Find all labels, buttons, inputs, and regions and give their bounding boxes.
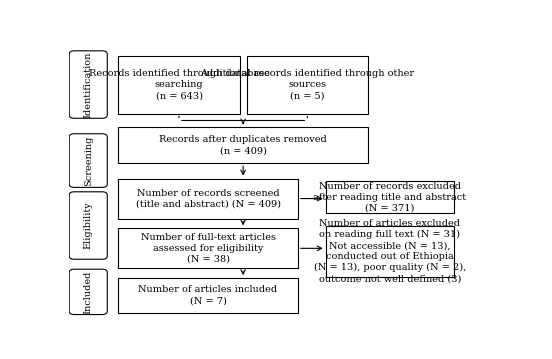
Text: Additional records identified through other
sources
(n = 5): Additional records identified through ot… (200, 69, 415, 100)
Text: Screening: Screening (84, 135, 93, 186)
Text: Records identified through database
searching
(n = 643): Records identified through database sear… (89, 69, 269, 100)
FancyBboxPatch shape (69, 269, 107, 314)
Bar (118, 178, 298, 219)
Bar (326, 225, 454, 277)
Text: Identification: Identification (84, 51, 93, 118)
Text: Included: Included (84, 270, 93, 313)
Text: Number of records excluded
after reading title and abstract
(N = 371): Number of records excluded after reading… (314, 182, 466, 213)
Bar (118, 56, 240, 113)
Text: Number of articles excluded
on reading full text (N = 31)
Not accessible (N = 13: Number of articles excluded on reading f… (314, 219, 466, 284)
Text: Eligibility: Eligibility (84, 202, 93, 250)
Text: Number of articles included
(N = 7): Number of articles included (N = 7) (139, 285, 278, 306)
Bar (118, 278, 298, 313)
FancyBboxPatch shape (69, 134, 107, 187)
Bar (326, 181, 454, 213)
Text: Number of full-text articles
assessed for eligibility
(N = 38): Number of full-text articles assessed fo… (141, 233, 275, 264)
Text: Number of records screened
(title and abstract) (N = 409): Number of records screened (title and ab… (136, 188, 280, 209)
Bar (118, 228, 298, 269)
Text: Records after duplicates removed
(n = 409): Records after duplicates removed (n = 40… (160, 135, 327, 155)
Bar (118, 127, 369, 163)
FancyBboxPatch shape (69, 192, 107, 259)
Bar (247, 56, 369, 113)
FancyBboxPatch shape (69, 51, 107, 118)
